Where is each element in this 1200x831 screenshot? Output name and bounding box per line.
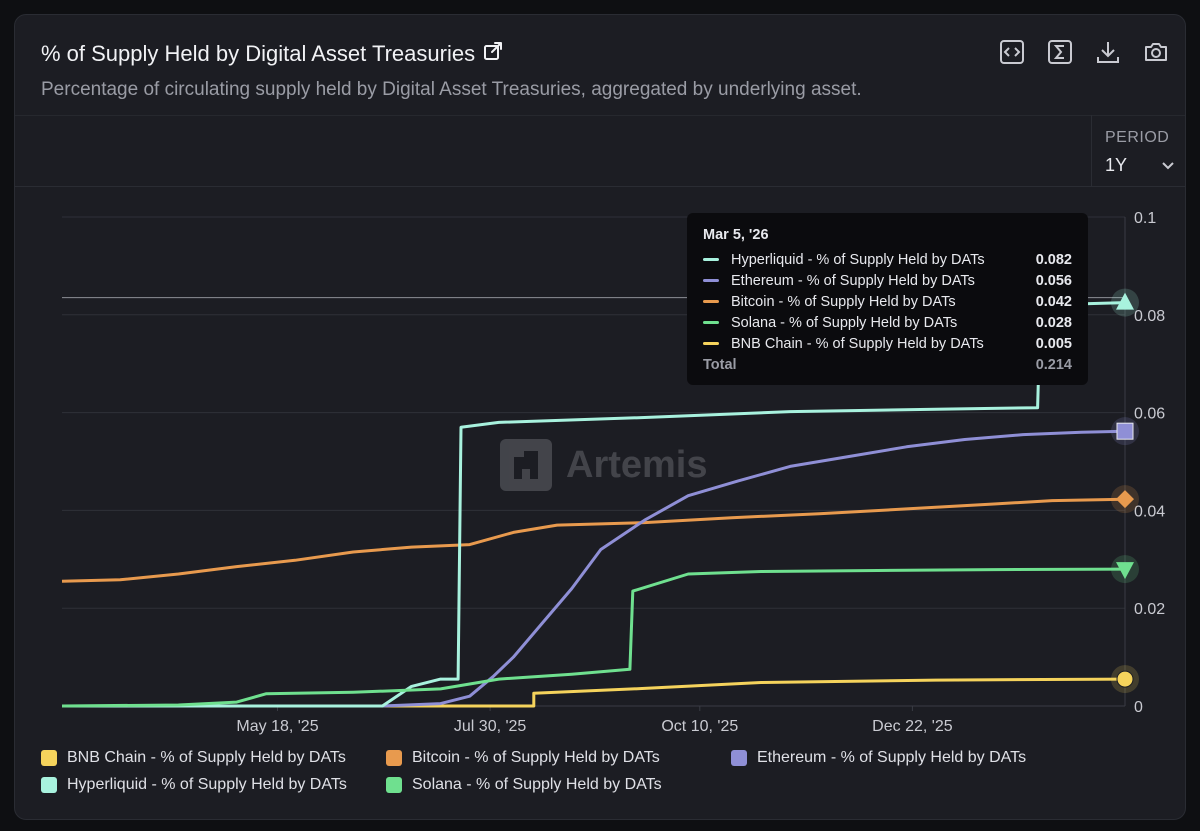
controls-divider — [15, 186, 1185, 187]
legend-item[interactable]: Solana - % of Supply Held by DATs — [386, 776, 731, 794]
period-selector[interactable]: PERIOD 1Y — [1091, 115, 1185, 186]
legend-swatch — [731, 750, 747, 766]
tooltip-series-value: 0.056 — [1035, 272, 1072, 289]
y-tick-label: 0.08 — [1134, 308, 1165, 325]
series-line — [62, 677, 1126, 708]
chart-subtitle: Percentage of circulating supply held by… — [41, 79, 862, 100]
series-line — [61, 497, 1126, 583]
camera-icon[interactable] — [1143, 39, 1169, 65]
series-line — [62, 429, 1126, 708]
download-icon[interactable] — [1095, 39, 1121, 65]
y-tick-label: 0.06 — [1134, 406, 1165, 423]
header-divider — [15, 115, 1185, 116]
tooltip-series-label: Solana - % of Supply Held by DATs — [731, 314, 958, 331]
tooltip-row: Ethereum - % of Supply Held by DATs 0.056 — [703, 270, 1072, 291]
chevron-down-icon — [1161, 155, 1175, 176]
tooltip-series-label: Bitcoin - % of Supply Held by DATs — [731, 293, 956, 310]
tooltip-series-swatch — [703, 321, 719, 324]
sum-icon[interactable] — [1047, 39, 1073, 65]
artemis-logo-icon — [500, 439, 552, 491]
legend-label: Solana - % of Supply Held by DATs — [412, 776, 662, 793]
period-value: 1Y — [1105, 155, 1128, 175]
tooltip-total-label: Total — [703, 356, 737, 373]
y-tick-label: 0.1 — [1134, 210, 1156, 227]
series-end-marker — [1116, 562, 1134, 580]
tooltip-series-label: BNB Chain - % of Supply Held by DATs — [731, 335, 984, 352]
artemis-watermark: Artemis — [500, 439, 708, 491]
tooltip-series-swatch — [703, 279, 719, 282]
tooltip-row: Bitcoin - % of Supply Held by DATs 0.042 — [703, 291, 1072, 312]
tooltip-series-value: 0.082 — [1035, 251, 1072, 268]
series-end-marker — [1116, 422, 1134, 440]
legend-label: Ethereum - % of Supply Held by DATs — [757, 749, 1027, 766]
tooltip-series-label: Ethereum - % of Supply Held by DATs — [731, 272, 975, 289]
legend-swatch — [41, 750, 57, 766]
chart-title-text: % of Supply Held by Digital Asset Treasu… — [41, 41, 476, 66]
watermark-text: Artemis — [566, 443, 708, 486]
legend-swatch — [41, 777, 57, 793]
series-line — [62, 301, 1126, 708]
tooltip-total-row: Total 0.214 — [703, 354, 1072, 375]
legend-label: BNB Chain - % of Supply Held by DATs — [67, 749, 346, 766]
legend-item[interactable]: Bitcoin - % of Supply Held by DATs — [386, 749, 731, 767]
embed-code-icon[interactable] — [999, 39, 1025, 65]
x-tick-label: May 18, '25 — [236, 718, 318, 735]
tooltip-series-swatch — [703, 342, 719, 345]
legend-swatch — [386, 777, 402, 793]
y-tick-label: 0.02 — [1134, 601, 1165, 618]
x-tick-label: Dec 22, '25 — [872, 718, 953, 735]
y-tick-label: 0.04 — [1134, 503, 1165, 520]
chart-card: % of Supply Held by Digital Asset Treasu… — [14, 14, 1186, 820]
legend-label: Hyperliquid - % of Supply Held by DATs — [67, 776, 347, 793]
x-tick-label: Jul 30, '25 — [454, 718, 527, 735]
series-end-marker — [1116, 490, 1134, 509]
tooltip-row: BNB Chain - % of Supply Held by DATs 0.00… — [703, 333, 1072, 354]
chart-title: % of Supply Held by Digital Asset Treasu… — [41, 41, 503, 67]
x-tick-label: Oct 10, '25 — [661, 718, 738, 735]
tooltip-date: Mar 5, '26 — [703, 227, 769, 243]
tooltip-series-label: Hyperliquid - % of Supply Held by DATs — [731, 251, 985, 268]
series-end-marker — [1116, 670, 1134, 688]
tooltip-series-value: 0.028 — [1035, 314, 1072, 331]
tooltip-row: Hyperliquid - % of Supply Held by DATs 0.… — [703, 249, 1072, 270]
chart-legend: BNB Chain - % of Supply Held by DATs Bitc… — [41, 749, 1141, 794]
legend-item[interactable]: Hyperliquid - % of Supply Held by DATs — [41, 776, 386, 794]
chart-tooltip: Mar 5, '26 Hyperliquid - % of Supply Hel… — [687, 213, 1088, 385]
y-tick-label: 0 — [1134, 699, 1143, 716]
series-end-marker — [1116, 292, 1134, 310]
legend-item[interactable]: Ethereum - % of Supply Held by DATs — [731, 749, 1076, 767]
legend-label: Bitcoin - % of Supply Held by DATs — [412, 749, 660, 766]
series-line — [61, 567, 1126, 708]
tooltip-total-value: 0.214 — [1035, 356, 1072, 373]
external-link-icon[interactable] — [483, 41, 503, 67]
period-label: PERIOD — [1105, 129, 1170, 146]
tooltip-series-value: 0.005 — [1035, 335, 1072, 352]
tooltip-series-swatch — [703, 258, 719, 261]
tooltip-series-value: 0.042 — [1035, 293, 1072, 310]
legend-item[interactable]: BNB Chain - % of Supply Held by DATs — [41, 749, 386, 767]
legend-swatch — [386, 750, 402, 766]
chart-toolbar — [999, 39, 1169, 65]
tooltip-row: Solana - % of Supply Held by DATs 0.028 — [703, 312, 1072, 333]
tooltip-series-swatch — [703, 300, 719, 303]
